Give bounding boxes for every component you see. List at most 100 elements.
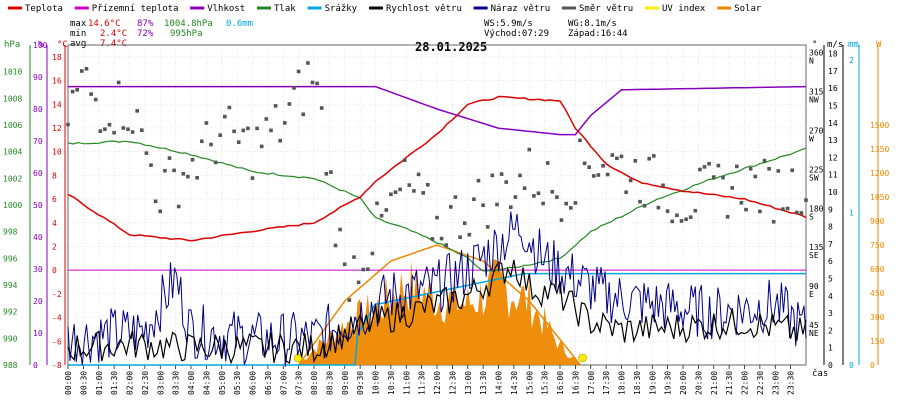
wind-dir-point-100	[527, 147, 532, 152]
tick-w-1: 150	[870, 337, 885, 346]
tick-compass-4: SW	[809, 173, 819, 182]
wind-dir-point-156	[785, 206, 790, 211]
tick-hpa-7: 1002	[3, 174, 22, 183]
tick-pct-9: 90	[33, 73, 43, 82]
wind-dir-point-85	[458, 235, 462, 239]
stat-max-press: 1004.8hPa	[164, 19, 213, 29]
wind-dir-point-127	[652, 154, 656, 158]
tick-mm-2: 2	[849, 56, 854, 65]
wind-dir-point-130	[665, 209, 670, 213]
tick-w-6: 900	[870, 217, 885, 226]
xtick-label-37: 18:30	[633, 371, 642, 395]
tick-deg-2: 135	[809, 243, 824, 252]
stat-max-rain: 0.6mm	[226, 19, 253, 29]
tick-deg-4: 225	[809, 165, 824, 174]
tick-pct-0: 0	[33, 361, 38, 370]
xtick-label-27: 13:30	[479, 371, 488, 395]
unit-w: W	[876, 40, 882, 50]
wind-dir-point-92	[490, 173, 495, 178]
wind-dir-point-124	[638, 199, 642, 204]
tick-ms-6: 6	[828, 257, 833, 266]
wind-dir-point-120	[619, 154, 624, 159]
xtick-label-2: 01:00	[95, 371, 104, 395]
unit-mm: mm	[848, 40, 859, 50]
tick-degc-1: -6	[52, 337, 62, 346]
xtick-label-1: 00:30	[79, 371, 88, 395]
wind-dir-point-102	[536, 191, 541, 195]
wind-dir-point-66	[370, 251, 375, 256]
unit-hpa: hPa	[4, 40, 20, 50]
xtick-label-46: 23:00	[771, 371, 780, 395]
tick-pct-1: 10	[33, 329, 43, 338]
wind-dir-point-90	[481, 203, 485, 207]
tick-degc-11: 14	[52, 100, 62, 109]
wind-dir-point-150	[758, 209, 762, 214]
wind-dir-point-15	[135, 109, 139, 113]
wind-dir-point-119	[615, 156, 619, 161]
tick-degc-5: 2	[52, 242, 57, 251]
wind-dir-point-132	[675, 213, 679, 218]
xtick-label-23: 11:30	[418, 371, 427, 395]
wind-dir-point-32	[213, 160, 218, 165]
xtick-label-41: 20:30	[694, 371, 703, 395]
tick-deg-5: 270	[809, 126, 824, 135]
legend-label-4: Srážky	[325, 4, 358, 14]
wind-dir-point-134	[684, 217, 688, 222]
wind-dir-point-34	[223, 114, 227, 119]
tick-hpa-3: 994	[3, 281, 18, 290]
tick-ms-12: 12	[828, 153, 838, 162]
wind-dir-point-128	[656, 205, 661, 210]
wind-dir-point-117	[605, 172, 610, 177]
stat-max-hum: 87%	[137, 19, 154, 29]
tick-deg-7: 360	[809, 49, 824, 58]
wind-dir-point-77	[421, 191, 425, 195]
wind-dir-point-43	[264, 117, 269, 121]
tick-w-9: 1350	[870, 145, 889, 154]
wind-dir-point-139	[707, 162, 711, 166]
wind-dir-point-140	[712, 175, 716, 179]
tick-pct-4: 40	[33, 233, 43, 242]
wind-dir-point-50	[296, 69, 301, 74]
xtick-label-16: 08:00	[310, 371, 319, 395]
xtick-label-13: 06:30	[264, 371, 273, 395]
tick-degc-4: 0	[52, 266, 57, 275]
wind-dir-point-86	[462, 221, 467, 225]
series-solar-area	[298, 259, 581, 365]
xtick-label-28: 14:00	[495, 371, 504, 395]
wind-dir-point-82	[444, 243, 448, 247]
xtick-label-31: 15:30	[541, 371, 550, 395]
tick-ms-18: 18	[828, 50, 838, 59]
wind-dir-point-97	[513, 195, 518, 199]
wind-dir-point-143	[725, 215, 730, 219]
wind-dir-point-89	[476, 178, 481, 183]
wind-dir-point-70	[389, 192, 393, 197]
legend-label-5: Rychlost větru	[386, 4, 462, 14]
tick-ms-1: 1	[828, 344, 833, 353]
xtick-label-29: 14:30	[510, 371, 519, 395]
wind-dir-point-104	[545, 161, 550, 165]
tick-compass-7: N	[809, 57, 814, 66]
xtick-label-32: 16:00	[556, 371, 565, 395]
tick-hpa-10: 1008	[3, 94, 22, 103]
tick-degc-10: 12	[52, 124, 62, 133]
tick-pct-10: 100	[33, 41, 48, 50]
tick-w-10: 1500	[870, 121, 889, 130]
tick-hpa-6: 1000	[3, 201, 22, 210]
tick-degc-2: -4	[52, 314, 62, 323]
wind-dir-point-158	[795, 210, 799, 215]
tick-ms-10: 10	[828, 188, 838, 197]
wind-dir-point-11	[116, 80, 121, 85]
wind-dir-point-114	[592, 174, 596, 178]
wind-dir-point-129	[661, 183, 665, 188]
wind-dir-point-58	[333, 243, 338, 248]
wind-dir-point-25	[181, 172, 186, 176]
xtick-label-30: 15:00	[525, 371, 534, 395]
tick-ms-14: 14	[828, 119, 838, 128]
wind-dir-point-121	[624, 190, 628, 194]
wind-dir-point-106	[555, 195, 559, 199]
wind-dir-point-72	[398, 187, 402, 192]
wind-dir-point-76	[416, 172, 421, 177]
unit-pct: %	[38, 40, 44, 50]
legend-label-2: Vlhkost	[207, 4, 245, 14]
tick-degc-13: 18	[52, 53, 62, 62]
